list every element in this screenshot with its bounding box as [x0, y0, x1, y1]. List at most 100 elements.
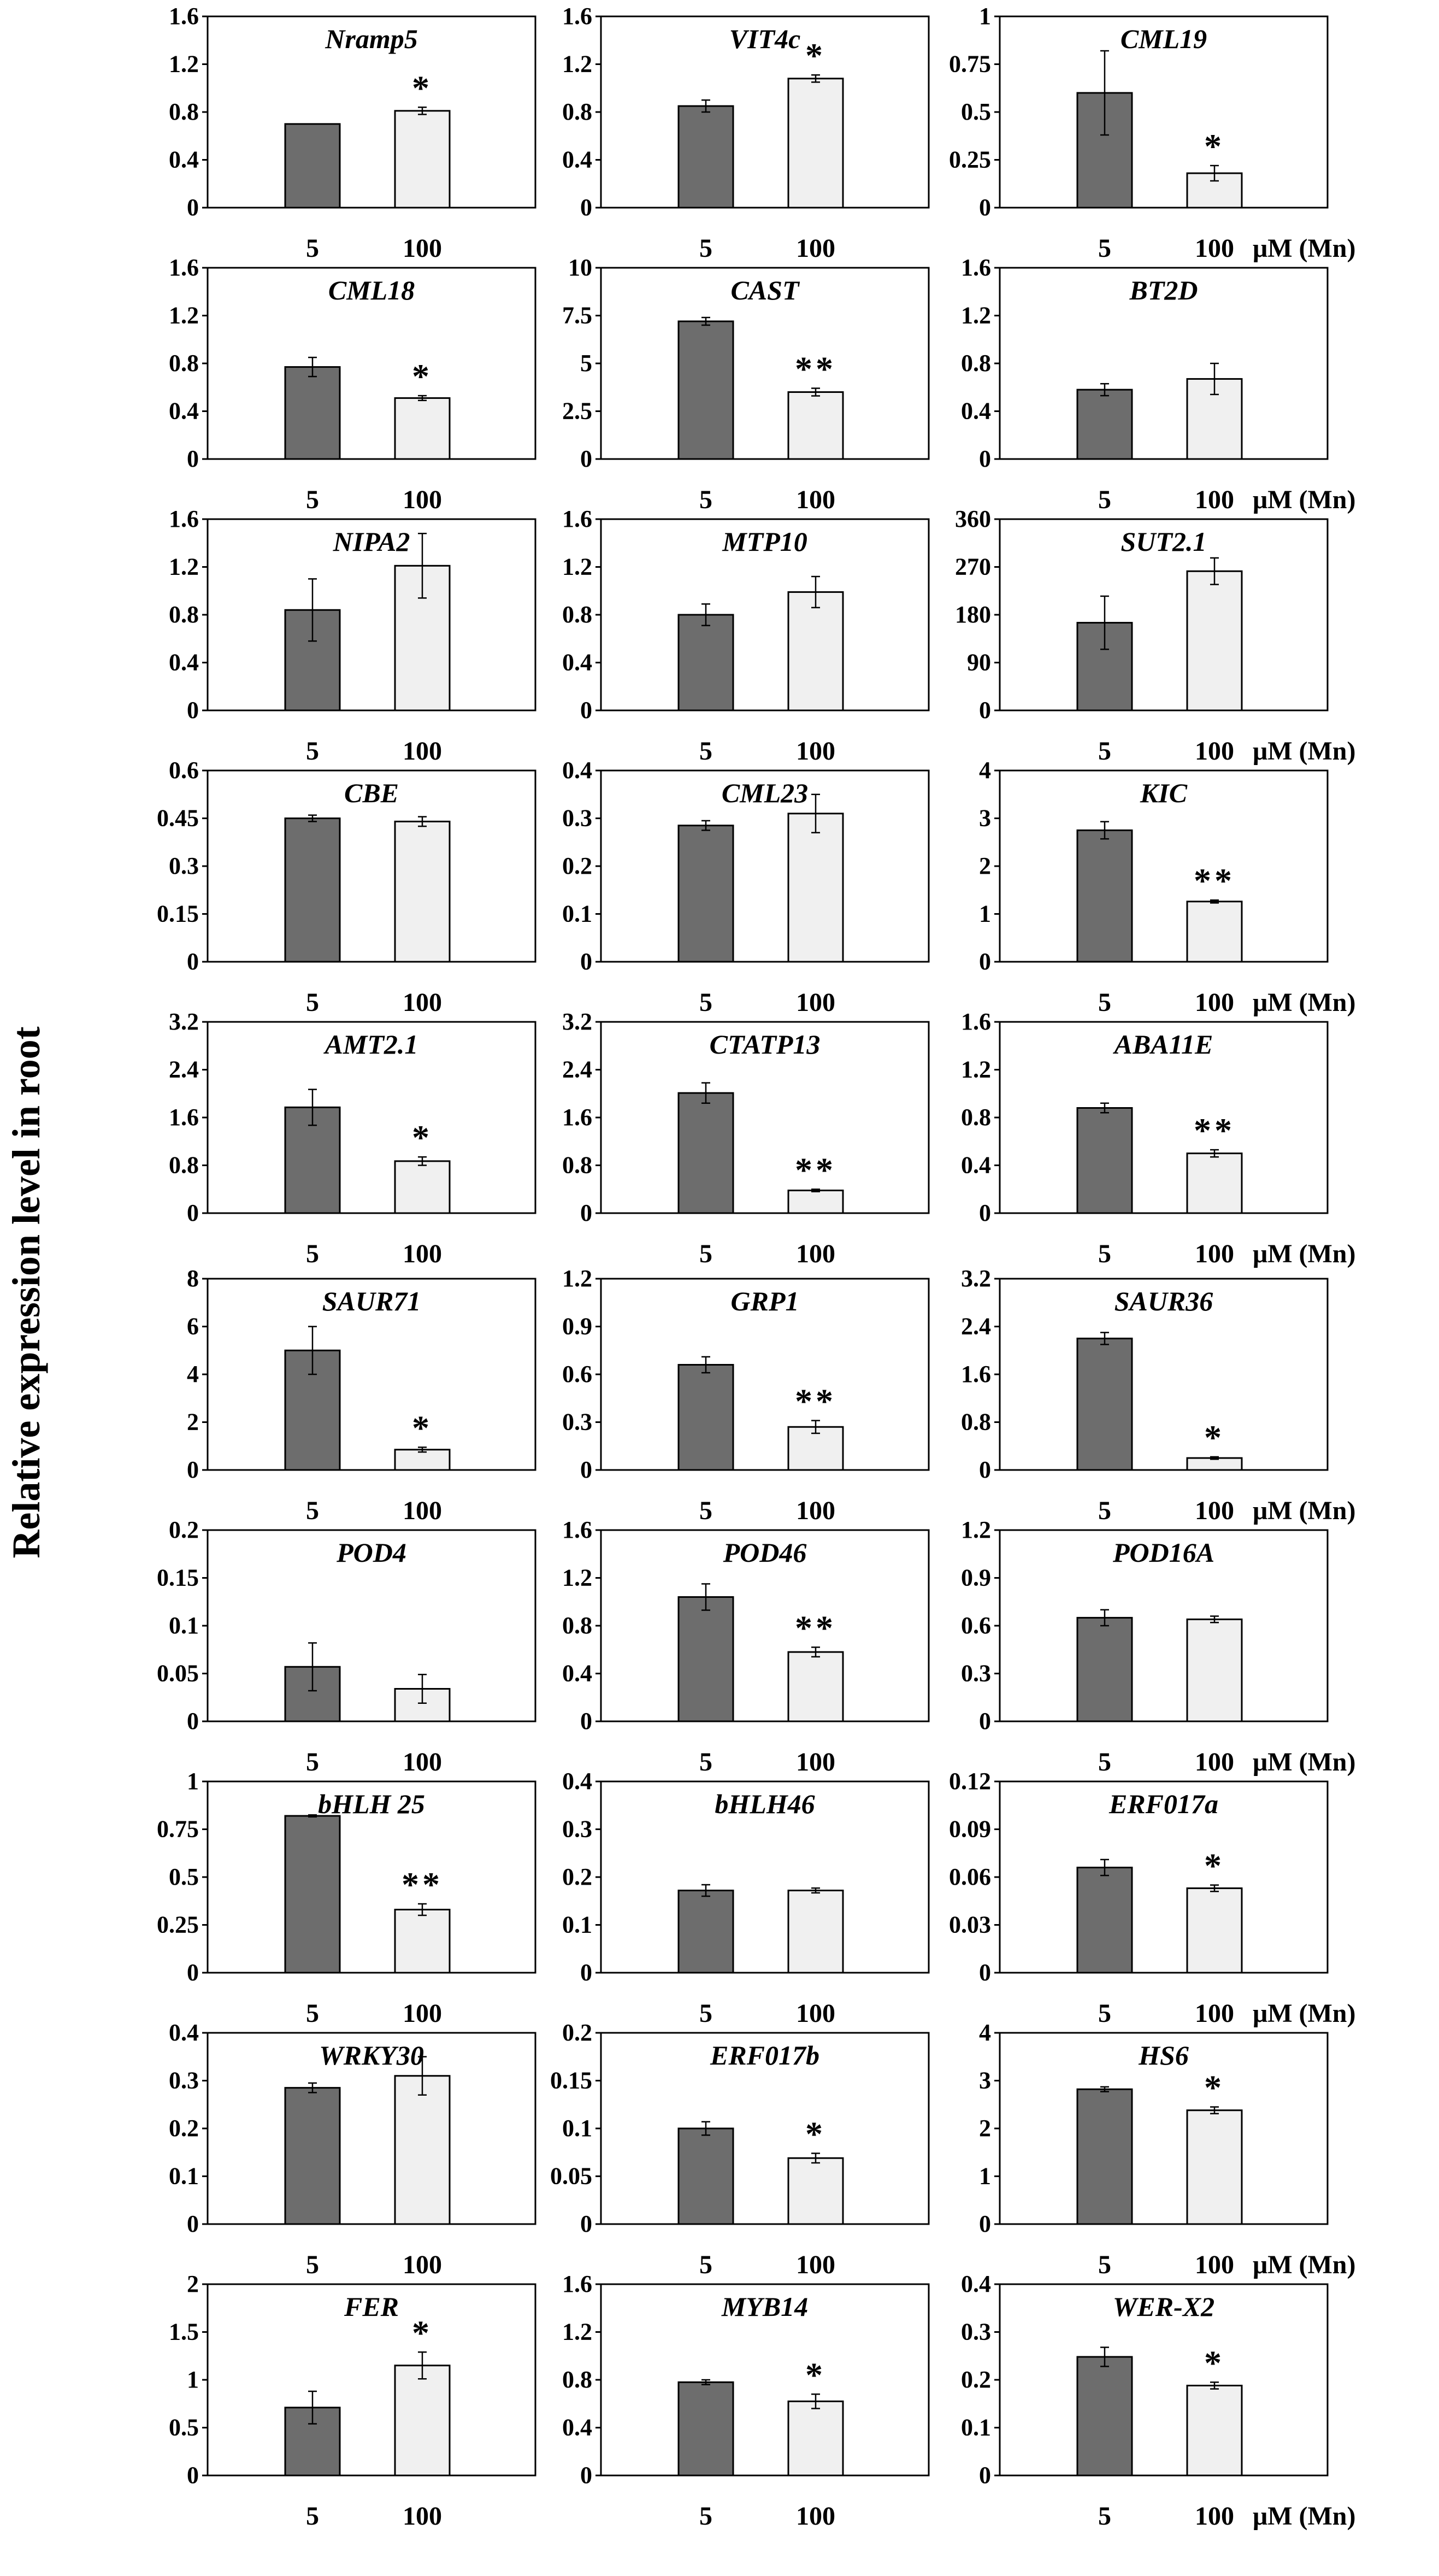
bar-5 [677, 105, 734, 209]
y-tick-label: 0.4 [169, 146, 199, 173]
y-tick-label: 0.4 [961, 1152, 991, 1179]
bar-5 [284, 2087, 341, 2225]
y-tick-label: 0.1 [562, 1912, 592, 1938]
y-tick-label: 4 [979, 757, 991, 784]
x-tick-label: 100 [796, 737, 835, 766]
x-tick-label: 5 [306, 1496, 319, 1525]
significance-marker: * [1204, 1846, 1225, 1885]
x-tick-label: 5 [306, 2502, 319, 2531]
y-tick-label: 0.2 [961, 2366, 991, 2393]
y-tick-label: 1.2 [562, 1565, 592, 1591]
y-tick-label: 2 [187, 2271, 199, 2297]
y-tick-label: 0 [979, 445, 991, 472]
x-tick-label: 100 [796, 988, 835, 1017]
y-tick-label: 4 [979, 2019, 991, 2046]
y-tick-label: 1.2 [961, 1056, 991, 1083]
y-tick-label: 0.1 [169, 1612, 199, 1639]
unit-label: μM (Mn) [1253, 2250, 1355, 2279]
x-tick-label: 5 [699, 988, 712, 1017]
y-tick-label: 0.8 [169, 1152, 199, 1179]
x-tick-label: 5 [1098, 1748, 1111, 1777]
y-tick-label: 1 [187, 2366, 199, 2393]
y-tick-label: 2 [187, 1409, 199, 1436]
y-tick-label: 0.5 [169, 1863, 199, 1890]
chart-title: SAUR36 [1114, 1286, 1213, 1316]
chart-title: ERF017b [710, 2040, 819, 2071]
bar-100 [1186, 1618, 1243, 1722]
bar-100 [787, 591, 844, 711]
x-tick-label: 100 [1195, 1496, 1234, 1525]
chart-21: 0 0.3 0.6 0.9 1.2 5 100 POD16A μM (Mn) [961, 1516, 1355, 1777]
y-tick-label: 0.3 [961, 1660, 991, 1687]
x-tick-label: 5 [699, 485, 712, 514]
y-tick-label: 7.5 [562, 302, 592, 329]
y-tick-label: 0.75 [949, 51, 991, 78]
y-tick-label: 2.4 [961, 1313, 991, 1340]
bar-5 [284, 366, 341, 460]
bar-5 [677, 2127, 734, 2225]
y-tick-label: 0.8 [169, 601, 199, 628]
chart-8: 0 0.4 0.8 1.2 1.6 5 100 MTP10 [562, 505, 930, 766]
y-tick-label: 0.8 [562, 2366, 592, 2393]
chart-26: 0 0.05 0.1 0.15 0.2 5 100 * ERF017b [550, 2019, 930, 2279]
x-tick-label: 5 [306, 988, 319, 1017]
significance-marker: * [412, 1118, 433, 1157]
chart-title: WER-X2 [1113, 2291, 1214, 2322]
chart-title: FER [344, 2291, 399, 2322]
chart-title: CML19 [1120, 23, 1207, 54]
y-tick-label: 0 [187, 948, 199, 975]
y-tick-label: 0 [187, 697, 199, 724]
chart-title: KIC [1140, 778, 1188, 808]
y-tick-label: 0 [580, 1708, 592, 1734]
chart-title: CML23 [722, 778, 808, 808]
y-tick-label: 1 [979, 2163, 991, 2190]
x-tick-label: 5 [306, 2250, 319, 2279]
chart-27: 0 1 2 3 4 5 100 * HS6 μM (Mn) [979, 2019, 1355, 2279]
chart-title: POD16A [1112, 1537, 1214, 1568]
y-tick-label: 0 [979, 194, 991, 221]
bar-5 [284, 123, 341, 209]
x-tick-label: 5 [699, 1496, 712, 1525]
bar-100 [787, 1426, 844, 1471]
x-tick-label: 100 [1195, 988, 1234, 1017]
y-tick-label: 0.8 [562, 1612, 592, 1639]
x-tick-label: 100 [1195, 737, 1234, 766]
chart-29: 0 0.4 0.8 1.2 1.6 5 100 * MYB14 [562, 2271, 930, 2531]
bar-5 [677, 320, 734, 460]
x-tick-label: 100 [796, 2502, 835, 2531]
bar-100 [1186, 2109, 1243, 2225]
y-tick-label: 0 [979, 1456, 991, 1483]
y-tick-label: 0.4 [562, 1768, 592, 1795]
chart-title: NIPA2 [333, 526, 410, 557]
y-tick-label: 2.4 [169, 1056, 199, 1083]
x-tick-label: 100 [796, 2250, 835, 2279]
x-tick-label: 100 [403, 485, 442, 514]
chart-title: bHLH46 [715, 1789, 815, 1819]
chart-title: MYB14 [721, 2291, 808, 2322]
x-tick-label: 100 [796, 485, 835, 514]
y-tick-label: 0.4 [562, 1660, 592, 1687]
y-tick-label: 0.1 [562, 2115, 592, 2142]
chart-30: 0 0.1 0.2 0.3 0.4 5 100 * WER-X2 μM (Mn) [961, 2271, 1355, 2531]
x-tick-label: 5 [306, 1239, 319, 1268]
y-tick-label: 1.6 [961, 1008, 991, 1035]
significance-marker: * [1204, 2343, 1225, 2382]
y-tick-label: 0 [979, 1959, 991, 1986]
x-tick-label: 100 [1195, 1239, 1234, 1268]
x-tick-label: 100 [1195, 1748, 1234, 1777]
x-tick-label: 100 [403, 1496, 442, 1525]
y-tick-label: 1.2 [562, 51, 592, 78]
chart-6: 0 0.4 0.8 1.2 1.6 5 100 BT2D μM (Mn) [961, 254, 1355, 514]
y-tick-label: 1.2 [562, 2319, 592, 2345]
y-tick-label: 0.3 [169, 2067, 199, 2094]
chart-7: 0 0.4 0.8 1.2 1.6 5 100 NIPA2 [169, 505, 536, 766]
x-tick-label: 5 [1098, 737, 1111, 766]
x-tick-label: 5 [1098, 1239, 1111, 1268]
chart-5: 0 2.5 5 7.5 10 5 100 ** CAST [562, 254, 930, 514]
chart-12: 0 1 2 3 4 5 100 ** KIC μM (Mn) [979, 757, 1355, 1017]
y-tick-label: 1.6 [169, 254, 199, 281]
significance-marker: * [1204, 127, 1225, 166]
bar-5 [677, 614, 734, 711]
x-tick-label: 100 [403, 737, 442, 766]
y-tick-label: 0.8 [961, 1104, 991, 1131]
